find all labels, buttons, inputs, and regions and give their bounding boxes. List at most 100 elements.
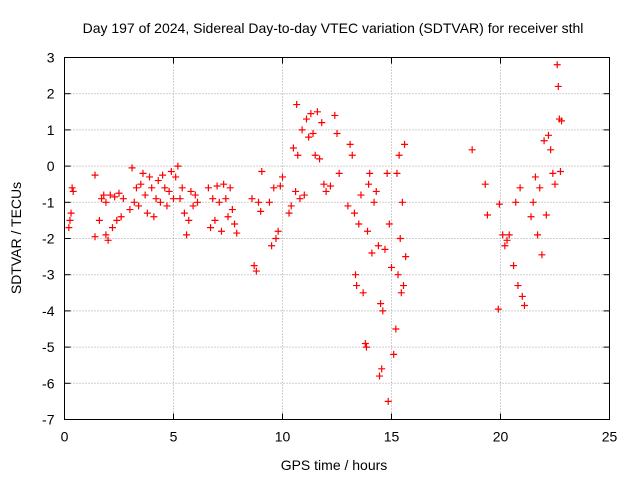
data-point bbox=[374, 242, 382, 250]
data-point bbox=[68, 184, 76, 192]
y-tick-label: -2 bbox=[42, 231, 55, 247]
data-point bbox=[183, 231, 191, 239]
data-point bbox=[255, 198, 263, 206]
data-point bbox=[126, 206, 134, 214]
data-point bbox=[361, 339, 369, 347]
chart-title: Day 197 of 2024, Sidereal Day-to-day VTE… bbox=[83, 20, 584, 36]
y-axis-label: SDTVAR / TECUs bbox=[8, 182, 24, 294]
data-point bbox=[289, 144, 297, 152]
data-point bbox=[276, 182, 284, 190]
data-point bbox=[170, 195, 177, 203]
data-point bbox=[510, 262, 518, 270]
data-point bbox=[556, 168, 564, 176]
data-point bbox=[333, 130, 341, 138]
x-tick-label: 0 bbox=[61, 429, 69, 445]
data-point bbox=[279, 173, 286, 181]
data-point bbox=[544, 131, 552, 139]
data-point bbox=[538, 251, 546, 259]
data-point bbox=[143, 209, 151, 217]
data-point bbox=[130, 198, 138, 206]
data-point bbox=[137, 180, 145, 188]
data-point bbox=[520, 301, 528, 309]
data-point bbox=[293, 101, 301, 109]
data-point bbox=[316, 155, 324, 163]
data-point bbox=[384, 397, 392, 405]
data-point bbox=[397, 289, 405, 297]
data-point bbox=[318, 119, 326, 127]
data-point bbox=[376, 372, 384, 380]
data-point bbox=[217, 227, 225, 235]
data-point bbox=[163, 202, 171, 210]
data-point bbox=[204, 184, 212, 192]
y-tick-label: -4 bbox=[42, 303, 55, 319]
data-point bbox=[344, 202, 352, 210]
data-point bbox=[250, 262, 258, 270]
data-point bbox=[468, 146, 476, 154]
data-point bbox=[220, 180, 228, 188]
data-point bbox=[139, 169, 147, 177]
data-point bbox=[119, 195, 127, 203]
data-point bbox=[106, 191, 114, 199]
data-point bbox=[224, 213, 232, 221]
data-point bbox=[398, 198, 406, 206]
data-point bbox=[554, 82, 562, 90]
data-point bbox=[228, 206, 236, 214]
data-point bbox=[252, 267, 260, 275]
data-point bbox=[161, 184, 169, 192]
y-tick-label: 1 bbox=[47, 122, 55, 138]
data-point bbox=[399, 282, 407, 290]
data-point bbox=[69, 187, 77, 195]
data-point bbox=[348, 151, 356, 159]
data-point bbox=[152, 195, 160, 203]
data-point bbox=[558, 117, 566, 125]
data-point bbox=[268, 242, 276, 250]
data-point bbox=[542, 211, 550, 219]
data-point bbox=[311, 151, 319, 159]
data-point bbox=[191, 191, 199, 199]
data-point bbox=[390, 350, 398, 358]
y-tick-label: -3 bbox=[42, 267, 55, 283]
data-point bbox=[355, 220, 363, 228]
data-point bbox=[102, 231, 110, 239]
data-point bbox=[154, 177, 162, 185]
data-point bbox=[209, 195, 217, 203]
data-point bbox=[215, 198, 223, 206]
data-point bbox=[222, 195, 230, 203]
data-point bbox=[531, 173, 539, 181]
data-point bbox=[207, 224, 215, 232]
data-point bbox=[176, 195, 184, 203]
data-points bbox=[65, 61, 566, 405]
data-point bbox=[296, 195, 304, 203]
data-point bbox=[365, 180, 373, 188]
data-point bbox=[213, 182, 221, 190]
data-point bbox=[265, 198, 273, 206]
x-tick-label: 25 bbox=[602, 429, 618, 445]
data-point bbox=[272, 235, 280, 242]
x-axis-label: GPS time / hours bbox=[281, 457, 388, 473]
data-point bbox=[231, 220, 239, 228]
data-point bbox=[346, 140, 354, 148]
data-point bbox=[494, 305, 502, 313]
data-point bbox=[512, 198, 520, 206]
data-point bbox=[368, 249, 376, 257]
axis-ticks bbox=[64, 57, 610, 420]
data-point bbox=[551, 180, 559, 188]
data-point bbox=[366, 169, 374, 177]
data-point bbox=[233, 229, 241, 237]
data-point bbox=[285, 209, 293, 217]
data-point bbox=[305, 133, 313, 141]
data-point bbox=[104, 236, 112, 244]
data-point bbox=[226, 184, 234, 192]
data-point bbox=[395, 151, 403, 159]
data-point bbox=[322, 187, 330, 195]
data-point bbox=[300, 191, 308, 199]
data-point bbox=[393, 169, 401, 177]
data-point bbox=[392, 325, 400, 333]
data-point bbox=[98, 195, 106, 203]
data-point bbox=[174, 162, 182, 170]
data-point bbox=[357, 191, 365, 199]
y-tick-label: 2 bbox=[47, 86, 55, 102]
data-point bbox=[178, 184, 186, 192]
data-point bbox=[292, 187, 300, 195]
data-point bbox=[516, 184, 524, 192]
